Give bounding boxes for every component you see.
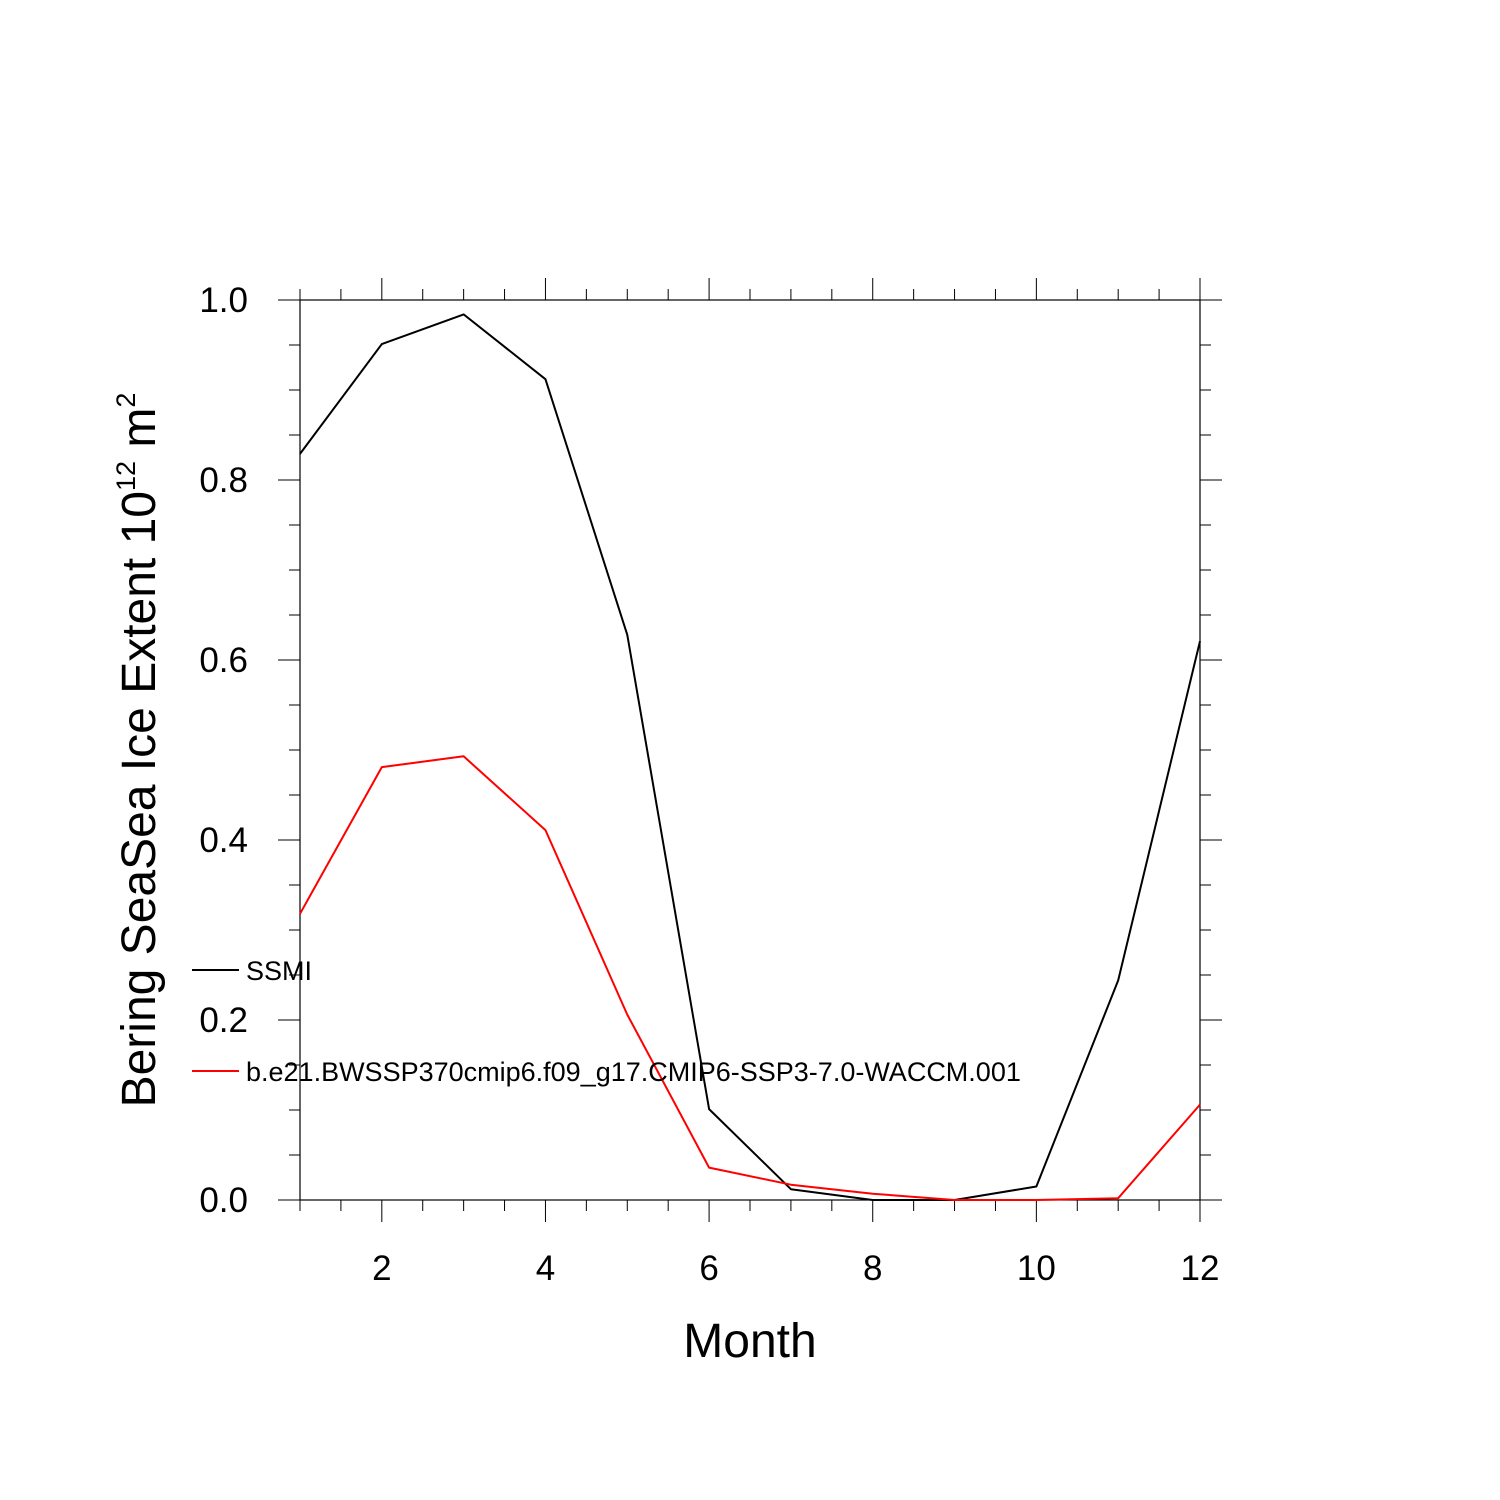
legend: SSMI b.e21.BWSSP370cmip6.f09_g17.CMIP6-SS…: [192, 956, 1021, 1087]
x-tick-label: 2: [372, 1249, 391, 1288]
y-tick-label: 0.8: [199, 461, 248, 500]
y-axis-title: Bering SeaSea Ice Extent 1012 m2: [111, 393, 166, 1108]
y-tick-label: 1.0: [199, 281, 248, 320]
x-axis-title: Month: [683, 1315, 816, 1368]
x-tick-label: 4: [536, 1249, 555, 1288]
y-tick-labels: 0.0 0.2 0.4 0.6 0.8 1.0: [199, 281, 248, 1220]
y-tick-label: 0.2: [199, 1001, 248, 1040]
x-tick-label: 8: [863, 1249, 882, 1288]
legend-label: SSMI: [246, 956, 312, 986]
y-tick-label: 0.0: [199, 1181, 248, 1220]
x-tick-label: 10: [1017, 1249, 1056, 1288]
y-axis-title-unit-exponent: 2: [111, 393, 141, 408]
x-tick-label: 12: [1181, 1249, 1220, 1288]
axis-ticks: [278, 278, 1222, 1222]
legend-label: b.e21.BWSSP370cmip6.f09_g17.CMIP6-SSP3-7…: [246, 1057, 1021, 1087]
series-line-1: [299, 313, 1201, 1201]
y-axis-title-unit: m: [113, 408, 166, 461]
y-tick-label: 0.6: [199, 641, 248, 680]
x-tick-labels: 2 4 6 8 10 12: [372, 1249, 1219, 1288]
y-axis-title-exponent: 12: [111, 461, 141, 491]
series-lines: [299, 313, 1201, 1201]
y-tick-label: 0.4: [199, 821, 248, 860]
y-axis-title-main: Bering SeaSea Ice Extent 10: [113, 491, 166, 1107]
x-tick-label: 6: [699, 1249, 718, 1288]
series-line-2: [299, 755, 1201, 1201]
